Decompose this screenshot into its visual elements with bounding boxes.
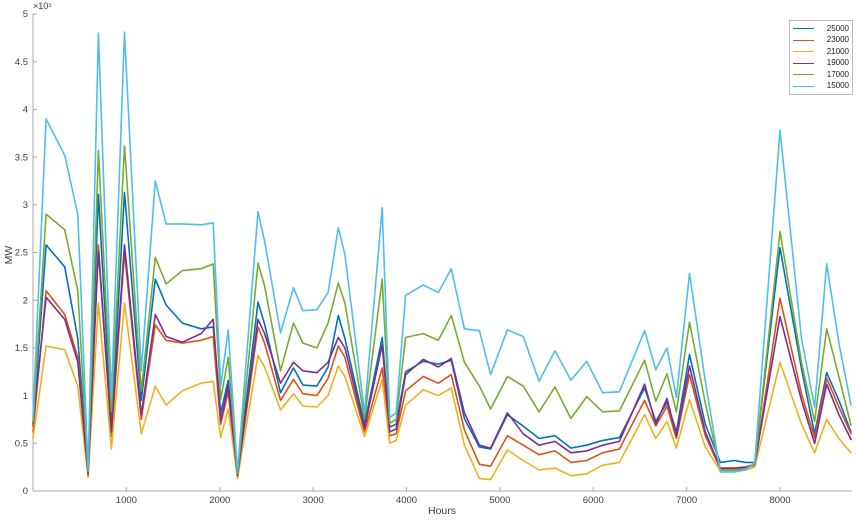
x-tick-label: 5000 xyxy=(489,495,510,506)
legend-entry-label: 25000 xyxy=(826,23,849,33)
x-tick-label: 8000 xyxy=(769,495,790,506)
x-axis-label: Hours xyxy=(427,505,457,517)
legend-entry-label: 19000 xyxy=(826,58,849,68)
series-line-23000 xyxy=(32,244,852,478)
legend-entry: 15000 xyxy=(793,82,849,90)
series-line-15000 xyxy=(32,31,852,473)
y-tick-label: 1 xyxy=(23,391,28,402)
legend-line-sample xyxy=(793,74,814,76)
y-tick-label: 1.5 xyxy=(15,343,28,354)
legend-entry-label: 17000 xyxy=(826,69,849,79)
y-tick-label: 4.5 xyxy=(15,57,28,68)
legend-entry: 25000 xyxy=(793,23,849,33)
legend-entry-label: 15000 xyxy=(826,81,849,91)
legend-entry: 23000 xyxy=(793,36,849,44)
y-tick-label: 3.5 xyxy=(15,152,28,163)
legend-entry: 21000 xyxy=(793,46,849,56)
x-tick-label: 6000 xyxy=(583,495,604,506)
x-tick-label: 1000 xyxy=(116,495,137,506)
y-tick-label: 0 xyxy=(23,486,28,497)
x-tick-label: 3000 xyxy=(303,495,324,506)
y-tick-label: 2 xyxy=(23,295,28,306)
legend-line-sample xyxy=(793,39,814,41)
series-line-17000 xyxy=(32,144,852,475)
legend-line-sample xyxy=(793,62,814,64)
x-tick-label: 2000 xyxy=(209,495,230,506)
legend-entry: 19000 xyxy=(793,59,849,67)
series-line-25000 xyxy=(32,191,852,476)
y-axis-exponent-label: ×10⁵ xyxy=(33,1,52,11)
x-tick-label: 7000 xyxy=(676,495,697,506)
series-line-19000 xyxy=(32,244,852,477)
y-tick-label: 4 xyxy=(23,105,28,116)
legend-line-sample xyxy=(793,28,814,30)
series-line-21000 xyxy=(32,302,852,481)
y-tick-label: 2.5 xyxy=(15,248,28,259)
legend-line-sample xyxy=(793,51,814,53)
y-tick-label: 3 xyxy=(23,200,28,211)
legend-entry: 17000 xyxy=(793,69,849,79)
legend: 25000 23000 21000 19000 17000 15000 xyxy=(789,20,853,95)
legend-line-sample xyxy=(793,85,814,87)
legend-entry-label: 21000 xyxy=(826,46,849,56)
legend-entry-label: 23000 xyxy=(826,35,849,45)
y-axis-label: MW xyxy=(3,245,15,265)
y-tick-label: 0.5 xyxy=(15,439,28,450)
y-tick-label: 5 xyxy=(23,9,28,20)
x-tick-label: 4000 xyxy=(396,495,417,506)
